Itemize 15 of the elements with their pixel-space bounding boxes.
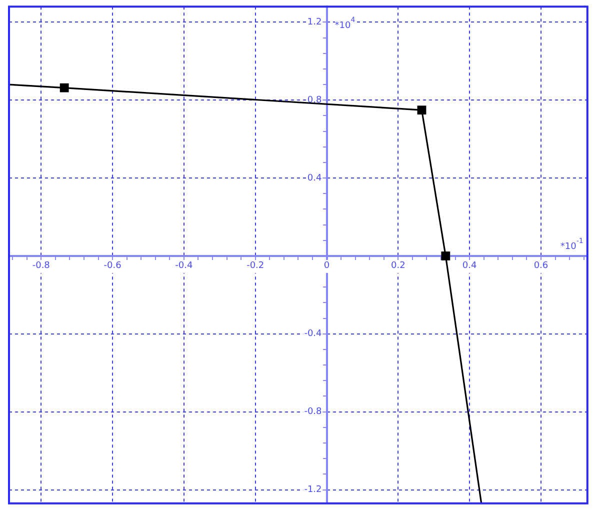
x-tick-label: -0.2 [246,260,264,271]
x-tick-label: 0 [324,260,330,271]
y-axis-title: *10$^{4}$ [334,16,356,32]
x-tick-label: -0.6 [104,260,122,271]
x-tick-label: -0.4 [175,260,193,271]
x-tick-label: -0.8 [32,260,50,271]
x-tick-label: 0.4 [462,260,477,271]
y-tick-label: -0.8 [304,407,322,418]
y-tick-label: -0.4 [304,329,322,340]
y-tick-label: 0.4 [307,173,322,184]
y-tick-label: -1.2 [304,485,322,496]
x-axis-title: *10$^{-1}$ [560,236,584,253]
y-tick-label: 1.2 [307,18,322,28]
x-tick-label: 0.2 [391,260,406,271]
x-tick-label: 0.6 [534,260,548,271]
